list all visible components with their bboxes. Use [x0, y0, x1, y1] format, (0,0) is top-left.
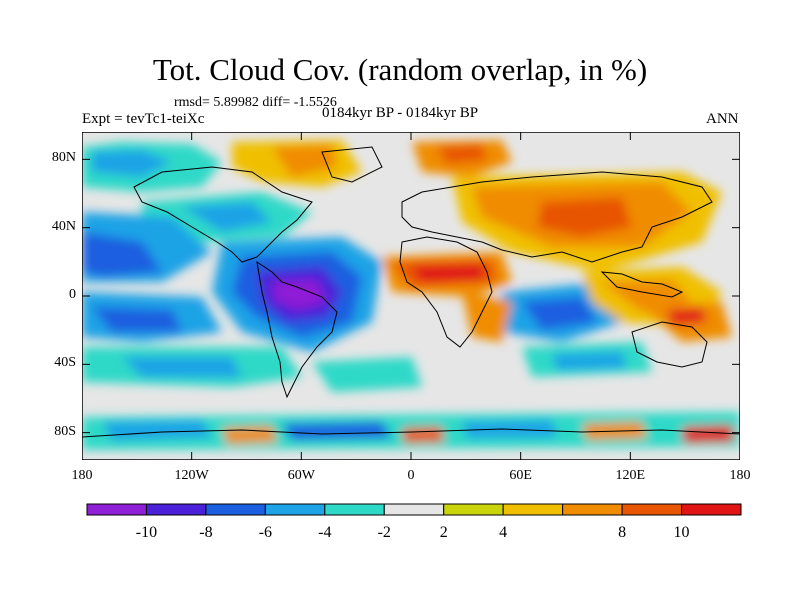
x-tick-label: 120E: [615, 468, 646, 483]
y-tick-label: 80N: [51, 150, 76, 166]
colorbar-label: 8: [618, 524, 626, 541]
period-label: 0184kyr BP - 0184kyr BP: [322, 105, 479, 121]
colorbar-label: -8: [199, 524, 212, 541]
x-tick-label: 180: [729, 468, 751, 483]
colorbar-label: 10: [674, 524, 690, 541]
x-tick-label: 60W: [287, 468, 315, 483]
experiment-label: Expt = tevTc1-teiXc: [82, 111, 205, 127]
x-axis: [82, 132, 740, 460]
colorbar-label: -4: [318, 524, 331, 541]
colorbar-label: 4: [499, 524, 507, 541]
colorbar-box: [443, 503, 504, 516]
colorbar: -10 -8 -6 -4 -2 2 4 8 10: [86, 503, 742, 541]
colorbar-box: [502, 503, 564, 516]
colorbar-label: -2: [378, 524, 391, 541]
colorbar-box: [86, 503, 147, 516]
y-tick-label: 40N: [51, 218, 76, 234]
y-tick-label: 80S: [54, 423, 76, 439]
colorbar-box: [621, 503, 683, 516]
anomaly-field: [82, 140, 740, 450]
x-tick-label: 180: [71, 468, 93, 483]
colorbar-label: 2: [440, 524, 448, 541]
y-tick-label: 0: [69, 287, 76, 302]
y-tick-label: 40S: [54, 355, 76, 371]
cloud-cover-map: [82, 132, 740, 460]
coastlines: [82, 146, 740, 438]
colorbar-box: [562, 503, 623, 516]
colorbar-label: -10: [136, 524, 157, 541]
colorbar-box: [681, 503, 742, 516]
colorbar-box: [324, 503, 385, 516]
colorbar-box: [264, 503, 326, 516]
x-tick-label: 60E: [509, 468, 532, 483]
y-axis: [82, 158, 740, 434]
colorbar-box: [145, 503, 207, 516]
plot-title: Tot. Cloud Cov. (random overlap, in %): [152, 52, 648, 87]
colorbar-label: -6: [259, 524, 272, 541]
x-tick-label: 120W: [174, 468, 209, 483]
colorbar-box: [205, 503, 266, 516]
colorbar-box: [383, 503, 445, 516]
x-tick-label: 0: [407, 468, 415, 483]
season-label: ANN: [706, 111, 739, 127]
stats-text: rmsd= 5.89982 diff= -1.5526: [174, 95, 337, 110]
